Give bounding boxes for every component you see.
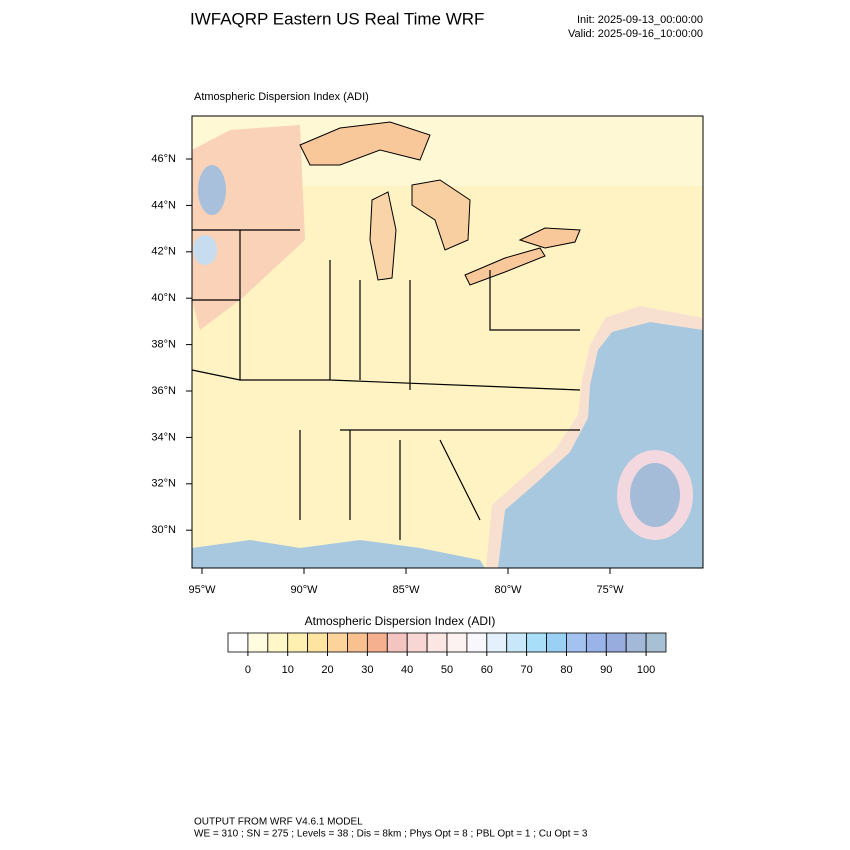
lat-label: 42°N: [151, 246, 176, 258]
map-title: Atmospheric Dispersion Index (ADI): [194, 91, 369, 103]
colorbar-tick-label: 60: [481, 664, 493, 676]
lake-huron: [411, 179, 471, 251]
colorbar-box: [347, 632, 368, 653]
gulf: [192, 540, 485, 568]
lat-label: 36°N: [151, 385, 176, 397]
colorbar-tick-label: 90: [600, 664, 612, 676]
lake-michigan: [369, 191, 397, 281]
lake-erie: [464, 247, 546, 286]
colorbar-box: [327, 632, 348, 653]
colorbar-box: [446, 632, 468, 653]
map: [191, 115, 704, 569]
colorbar-box: [625, 632, 647, 653]
colorbar-box: [366, 632, 388, 653]
lat-label: 44°N: [151, 199, 176, 211]
lat-label: 38°N: [151, 339, 176, 351]
lon-label: 85°W: [392, 584, 420, 596]
colorbar-box: [546, 632, 567, 653]
high-area: [198, 165, 226, 215]
footer-line: OUTPUT FROM WRF V4.6.1 MODEL: [194, 817, 363, 828]
colorbar-box: [386, 632, 408, 653]
lon-label: 95°W: [188, 584, 216, 596]
lat-label: 34°N: [151, 431, 176, 443]
colorbar-box: [267, 632, 289, 653]
lake-ontario: [518, 227, 581, 249]
lat-label: 32°N: [151, 478, 176, 490]
map-frame: [191, 115, 704, 569]
colorbar-box: [506, 632, 528, 653]
colorbar-box: [526, 632, 547, 653]
colorbar-box: [486, 632, 508, 653]
colorbar-tick-label: 30: [361, 664, 373, 676]
lon-label: 75°W: [596, 584, 624, 596]
footer-line: WE = 310 ; SN = 275 ; Levels = 38 ; Dis …: [194, 829, 588, 840]
ocean-feature: [630, 463, 680, 527]
colorbar-box: [247, 632, 269, 653]
colorbar-box: [466, 632, 488, 653]
colorbar-box: [426, 632, 448, 653]
init-time: Init: 2025-09-13_00:00:00: [577, 14, 703, 26]
colorbar-tick-label: 0: [245, 664, 251, 676]
colorbar-tick-label: 20: [321, 664, 333, 676]
lat-label: 40°N: [151, 292, 176, 304]
lake-superior: [299, 121, 431, 166]
colorbar-box: [287, 632, 309, 653]
colorbar-tick-label: 100: [637, 664, 655, 676]
lon-label: 80°W: [494, 584, 522, 596]
lat-label: 30°N: [151, 524, 176, 536]
high-area: [193, 235, 217, 265]
colorbar-box: [406, 632, 428, 653]
colorbar-title: Atmospheric Dispersion Index (ADI): [305, 614, 496, 628]
colorbar-box: [566, 632, 587, 653]
colorbar-box: [585, 632, 607, 653]
colorbar-tick-label: 40: [401, 664, 413, 676]
lat-label: 46°N: [151, 153, 176, 165]
colorbar-tick-label: 10: [282, 664, 294, 676]
colorbar-tick-label: 50: [441, 664, 453, 676]
borders: [191, 229, 581, 540]
valid-time: Valid: 2025-09-16_10:00:00: [568, 28, 703, 40]
colorbar-box: [227, 632, 249, 653]
title: IWFAQRP Eastern US Real Time WRF: [190, 9, 484, 28]
colorbar-box: [645, 632, 667, 653]
colorbar-tick-label: 80: [560, 664, 572, 676]
colorbar-box: [307, 632, 328, 653]
lon-label: 90°W: [290, 584, 318, 596]
colorbar-tick-label: 70: [521, 664, 533, 676]
colorbar-box: [605, 632, 627, 653]
